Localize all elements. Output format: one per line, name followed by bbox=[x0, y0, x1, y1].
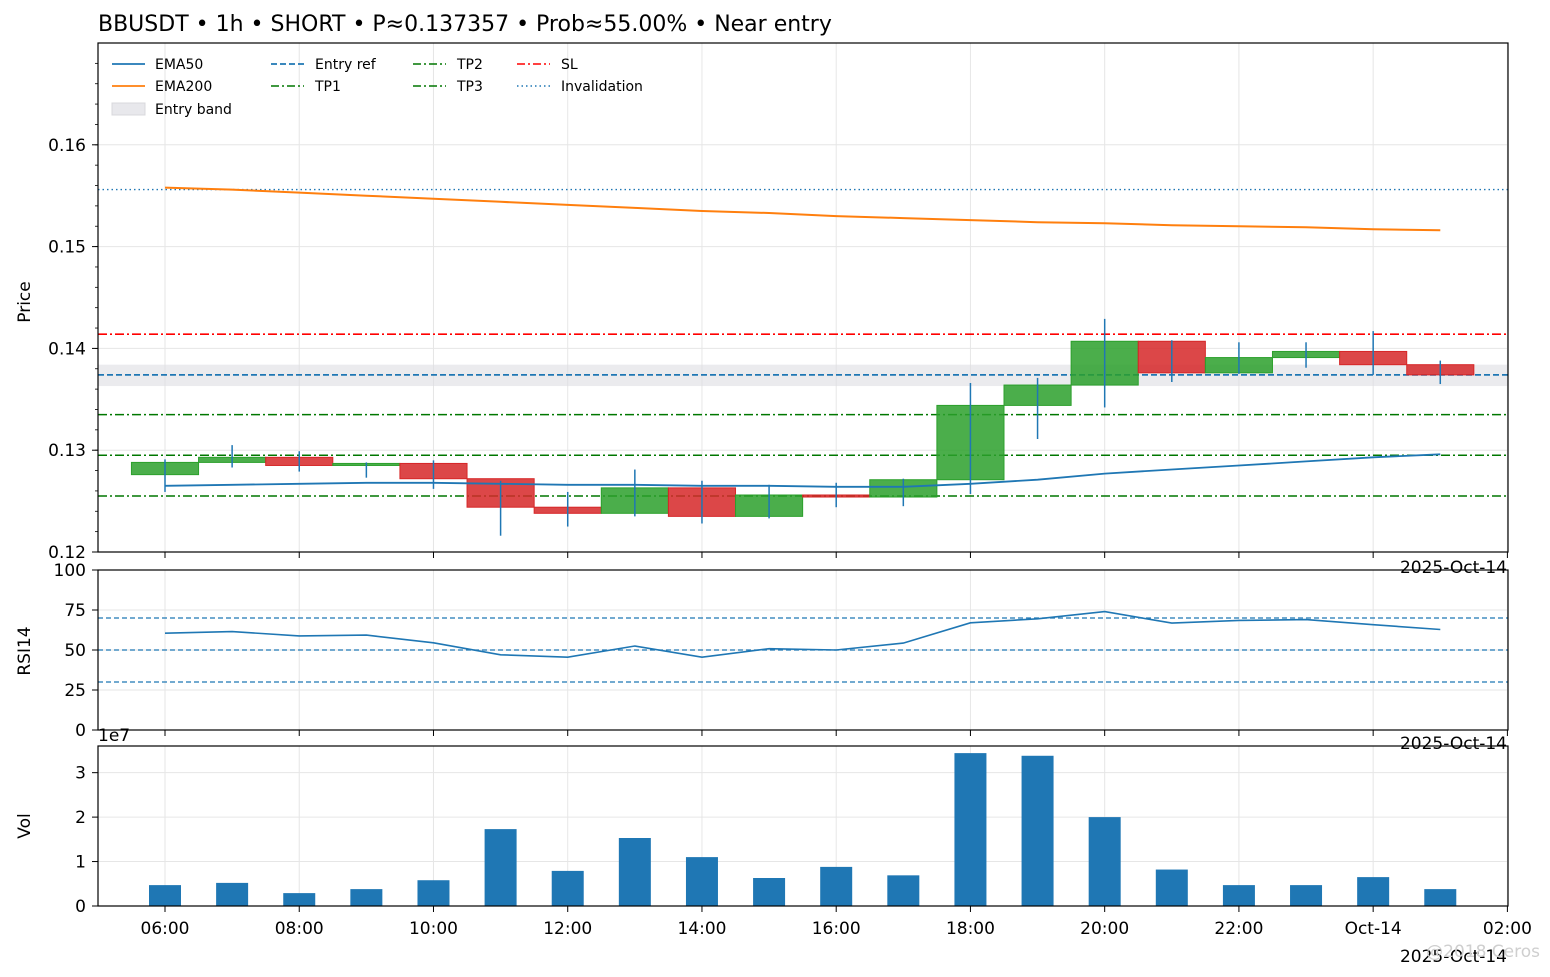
volume-bar bbox=[1222, 885, 1255, 906]
volume-scale-label: 1e7 bbox=[98, 726, 130, 746]
rsi-ytick-label: 75 bbox=[64, 601, 86, 621]
legend-tp3: TP3 bbox=[456, 79, 483, 95]
legend-tp1: TP1 bbox=[314, 79, 341, 95]
volume-grid bbox=[98, 746, 1508, 907]
legend-tp2: TP2 bbox=[456, 57, 483, 73]
volume-ytick-label: 2 bbox=[75, 808, 86, 828]
volume-bar bbox=[1088, 817, 1121, 906]
legend-ema50: EMA50 bbox=[155, 57, 203, 73]
volume-panel: 0 1 2 3 06:00 08:00 10:00 12:00 14:00 16:00 18:00… bbox=[15, 726, 1540, 967]
volume-bar bbox=[1155, 869, 1188, 906]
volume-bar bbox=[1021, 755, 1054, 906]
x-tick-label: 14:00 bbox=[677, 919, 726, 939]
price-ytick-label: 0.13 bbox=[48, 441, 86, 461]
x-tick-label: 10:00 bbox=[409, 919, 458, 939]
rsi-x-ticks bbox=[164, 730, 1508, 736]
x-tick-label: 12:00 bbox=[543, 919, 592, 939]
legend-band-swatch bbox=[111, 102, 146, 116]
rsi-y-label: RSI14 bbox=[15, 626, 35, 675]
volume-y-label: Vol bbox=[15, 813, 35, 838]
price-grid bbox=[98, 43, 1508, 553]
volume-bar bbox=[1290, 885, 1323, 906]
volume-bar bbox=[820, 866, 853, 906]
volume-bar bbox=[753, 878, 786, 906]
volume-bar bbox=[887, 875, 920, 906]
volume-bar bbox=[1424, 889, 1457, 906]
volume-x-offset-label: 2025-Oct-14 bbox=[1400, 947, 1507, 967]
price-axes-frame bbox=[97, 42, 1509, 553]
rsi-y-axis: 0 25 50 75 100 bbox=[54, 561, 98, 741]
volume-y-axis: 0 1 2 3 bbox=[75, 764, 98, 917]
rsi-x-offset-label: 2025-Oct-14 bbox=[1400, 734, 1507, 754]
rsi-series bbox=[164, 610, 1441, 659]
volume-bar bbox=[685, 857, 718, 906]
watermark: @2018 Ceros bbox=[1426, 942, 1540, 962]
volume-x-axis: 06:00 08:00 10:00 12:00 14:00 16:00 18:00 20:00… bbox=[141, 906, 1532, 939]
price-x-ticks bbox=[164, 552, 1508, 558]
price-y-label: Price bbox=[15, 281, 35, 322]
legend-invalidation: Invalidation bbox=[561, 79, 643, 95]
price-ytick-label: 0.12 bbox=[48, 543, 86, 563]
rsi-ytick-label: 25 bbox=[64, 681, 86, 701]
price-panel: 0.12 0.13 0.14 0.15 0.16 2025-Oct-14 Price E… bbox=[15, 42, 1509, 578]
volume-ytick-label: 0 bbox=[75, 897, 86, 917]
legend-entry: Entry ref bbox=[315, 57, 377, 73]
x-tick-label: 22:00 bbox=[1214, 919, 1263, 939]
chart-title: BBUSDT • 1h • SHORT • P≈0.137357 • Prob≈… bbox=[98, 12, 832, 37]
legend: EMA50 EMA200 Entry band Entry ref TP1 TP… bbox=[111, 57, 643, 118]
price-ytick-label: 0.14 bbox=[48, 339, 86, 359]
rsi-ytick-label: 0 bbox=[75, 721, 86, 741]
price-y-axis: 0.12 0.13 0.14 0.15 0.16 bbox=[48, 62, 98, 563]
volume-bar bbox=[1357, 877, 1390, 906]
x-tick-label: Oct-14 bbox=[1345, 919, 1402, 939]
x-tick-label: 16:00 bbox=[812, 919, 861, 939]
x-tick-label: 02:00 bbox=[1483, 919, 1532, 939]
volume-bar bbox=[283, 893, 316, 906]
price-x-offset-label: 2025-Oct-14 bbox=[1400, 558, 1507, 578]
price-ytick-label: 0.15 bbox=[48, 238, 86, 258]
legend-sl: SL bbox=[561, 57, 578, 73]
x-tick-label: 20:00 bbox=[1080, 919, 1129, 939]
volume-bar bbox=[350, 889, 383, 906]
price-candles bbox=[130, 318, 1475, 536]
volume-ytick-label: 3 bbox=[75, 764, 86, 784]
legend-ema200: EMA200 bbox=[155, 79, 212, 95]
price-emas bbox=[164, 186, 1441, 488]
legend-band: Entry band bbox=[155, 102, 232, 118]
volume-ytick-label: 1 bbox=[75, 853, 86, 873]
volume-bar bbox=[216, 882, 249, 906]
volume-bars bbox=[149, 753, 1457, 906]
ema50-line bbox=[164, 453, 1441, 488]
volume-bar bbox=[484, 829, 517, 906]
ema200-line bbox=[164, 186, 1441, 232]
volume-bar bbox=[618, 838, 651, 906]
rsi-ytick-label: 50 bbox=[64, 641, 86, 661]
x-tick-label: 08:00 bbox=[275, 919, 324, 939]
volume-bar bbox=[149, 885, 181, 906]
rsi-ytick-label: 100 bbox=[54, 561, 86, 581]
x-tick-label: 06:00 bbox=[141, 919, 190, 939]
volume-bar bbox=[954, 753, 987, 906]
price-ytick-label: 0.16 bbox=[48, 136, 86, 156]
rsi-line bbox=[164, 610, 1441, 659]
volume-axes-frame bbox=[97, 745, 1509, 907]
x-tick-label: 18:00 bbox=[946, 919, 995, 939]
volume-bar bbox=[417, 880, 450, 906]
volume-bar bbox=[551, 870, 584, 906]
rsi-panel: 0 25 50 75 100 2025-Oct-14 RSI14 bbox=[15, 561, 1509, 754]
